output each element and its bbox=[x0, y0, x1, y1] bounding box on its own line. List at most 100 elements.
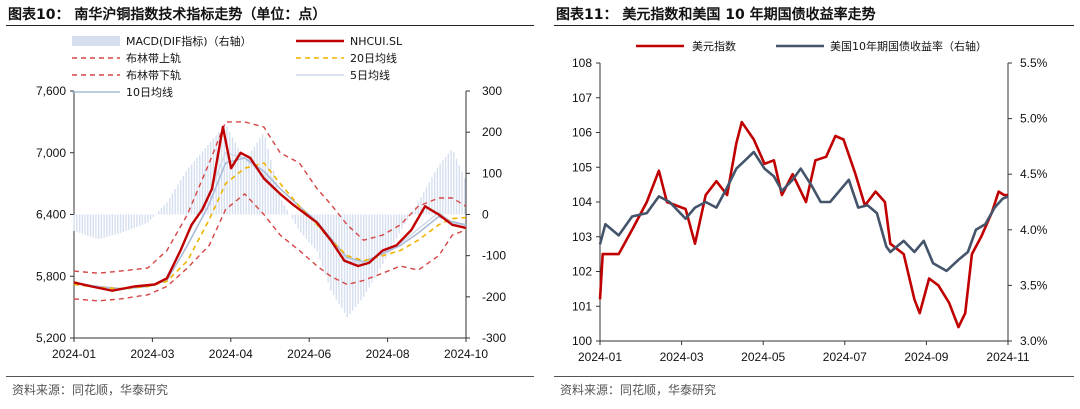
macd-bar bbox=[384, 214, 387, 259]
macd-bar bbox=[163, 205, 165, 215]
macd-bar bbox=[313, 214, 316, 249]
macd-bar bbox=[201, 151, 204, 215]
macd-bar bbox=[141, 214, 144, 225]
macd-bar bbox=[242, 158, 245, 215]
macd-bar bbox=[431, 177, 433, 215]
macd-bar bbox=[376, 214, 379, 274]
macd-bar bbox=[439, 163, 441, 215]
legend-label-dollar-index: 美元指数 bbox=[692, 39, 736, 53]
macd-bar bbox=[248, 154, 250, 215]
x-tick-label: 2024-03 bbox=[660, 350, 704, 364]
legend-label-ma10: 10日均线 bbox=[126, 85, 173, 99]
macd-bar bbox=[130, 214, 133, 229]
macd-bar bbox=[349, 214, 351, 314]
macd-bar bbox=[84, 214, 86, 235]
y-left-tick-label: 5,800 bbox=[36, 269, 66, 283]
macd-bar bbox=[190, 164, 193, 215]
macd-bar bbox=[108, 214, 111, 237]
macd-bar bbox=[420, 197, 422, 215]
macd-bar bbox=[223, 125, 226, 215]
x-tick-label: 2024-11 bbox=[986, 350, 1029, 364]
macd-bar bbox=[382, 214, 384, 264]
macd-bar bbox=[76, 214, 78, 232]
legend-label-nhcui: NHCUI.SL bbox=[350, 35, 403, 48]
macd-bar bbox=[169, 197, 171, 215]
macd-bar bbox=[193, 161, 195, 215]
macd-bar bbox=[119, 214, 122, 234]
macd-bar bbox=[458, 165, 460, 215]
series-line-dollar-index bbox=[598, 120, 1008, 329]
series-line-bollinger-lower bbox=[73, 193, 467, 302]
y-left-tick-label: 100 bbox=[572, 334, 592, 348]
macd-bar bbox=[291, 214, 294, 220]
macd-bar bbox=[73, 214, 75, 231]
macd-bar bbox=[133, 214, 135, 228]
macd-bar bbox=[286, 209, 288, 215]
dollar-treasury-chart: 100 101 102 103 104 105 106 107 108 3.0% 3.5% 4.0% 4… bbox=[572, 39, 1048, 364]
macd-bar bbox=[305, 214, 307, 239]
macd-bar bbox=[138, 214, 141, 226]
macd-bar bbox=[253, 146, 256, 215]
copper-index-chart: 5,200 5,800 6,400 7,000 7,600 -300 -200 -100 0 10… bbox=[36, 34, 506, 361]
macd-bar bbox=[237, 147, 239, 215]
right-chart-title: 图表11： 美元指数和美国 10 年期国债收益率走势 bbox=[556, 7, 876, 23]
macd-bar bbox=[149, 214, 152, 220]
series-line-us10y-yield bbox=[598, 150, 1009, 273]
macd-bar bbox=[450, 150, 452, 215]
macd-bar bbox=[436, 167, 439, 215]
macd-bar bbox=[362, 214, 365, 297]
x-tick-label: 2024-06 bbox=[287, 347, 331, 361]
macd-bar bbox=[111, 214, 114, 236]
macd-bar bbox=[95, 214, 97, 239]
left-chart-title: 图表10： 南华沪铜指数技术指标走势（单位：点） bbox=[8, 7, 327, 23]
macd-bar bbox=[335, 214, 338, 300]
series-line-nhcui bbox=[73, 125, 467, 292]
x-tick-label: 2024-01 bbox=[578, 350, 622, 364]
macd-bar bbox=[171, 193, 174, 215]
legend-label-bollinger-upper: 布林带上轨 bbox=[126, 51, 181, 65]
right-chart-panel: 图表11： 美元指数和美国 10 年期国债收益率走势 100 101 102 103 1… bbox=[548, 0, 1080, 409]
macd-bar bbox=[461, 171, 463, 215]
macd-bar bbox=[316, 214, 318, 252]
macd-bar bbox=[125, 214, 127, 231]
macd-bar bbox=[245, 158, 247, 215]
macd-bar bbox=[330, 214, 332, 291]
macd-bar bbox=[373, 214, 376, 279]
x-tick-label: 2024-09 bbox=[904, 350, 948, 364]
y-left-tick-label: 106 bbox=[572, 126, 592, 140]
y-left-tick-label: 7,600 bbox=[36, 84, 66, 98]
macd-bar bbox=[406, 214, 409, 220]
macd-bar bbox=[341, 214, 343, 309]
macd-bar bbox=[218, 132, 220, 215]
x-tick-label: 2024-08 bbox=[366, 347, 410, 361]
y-right-tick-label: -300 bbox=[482, 331, 506, 345]
legend-label-us10y-yield: 美国10年期国债收益率（右轴） bbox=[830, 39, 987, 53]
macd-bar bbox=[81, 214, 83, 234]
x-tick-label: 2024-01 bbox=[52, 347, 96, 361]
macd-bar bbox=[256, 142, 258, 215]
legend-label-macd: MACD(DIF指标)（右轴） bbox=[126, 34, 252, 48]
left-source-rule bbox=[6, 376, 534, 377]
macd-bar bbox=[414, 206, 417, 215]
macd-bar bbox=[259, 138, 261, 215]
macd-bar bbox=[442, 160, 444, 215]
macd-bar bbox=[240, 153, 242, 215]
macd-bar bbox=[319, 214, 321, 260]
y-right-tick-label: 4.5% bbox=[1020, 167, 1048, 181]
macd-bar bbox=[229, 131, 231, 215]
macd-bar bbox=[78, 214, 81, 233]
macd-bar bbox=[346, 214, 348, 318]
macd-bar bbox=[311, 214, 313, 246]
macd-bar bbox=[390, 214, 392, 249]
right-title-rule bbox=[554, 25, 1074, 26]
macd-bar bbox=[327, 214, 329, 283]
macd-bar bbox=[97, 214, 100, 240]
macd-bar bbox=[354, 214, 357, 308]
macd-bar bbox=[234, 142, 236, 215]
macd-bar bbox=[272, 170, 275, 215]
macd-bar bbox=[365, 214, 368, 293]
y-right-tick-label: 3.5% bbox=[1020, 278, 1048, 292]
macd-bar bbox=[174, 188, 176, 215]
macd-bar bbox=[155, 213, 157, 215]
macd-bar bbox=[114, 214, 116, 235]
